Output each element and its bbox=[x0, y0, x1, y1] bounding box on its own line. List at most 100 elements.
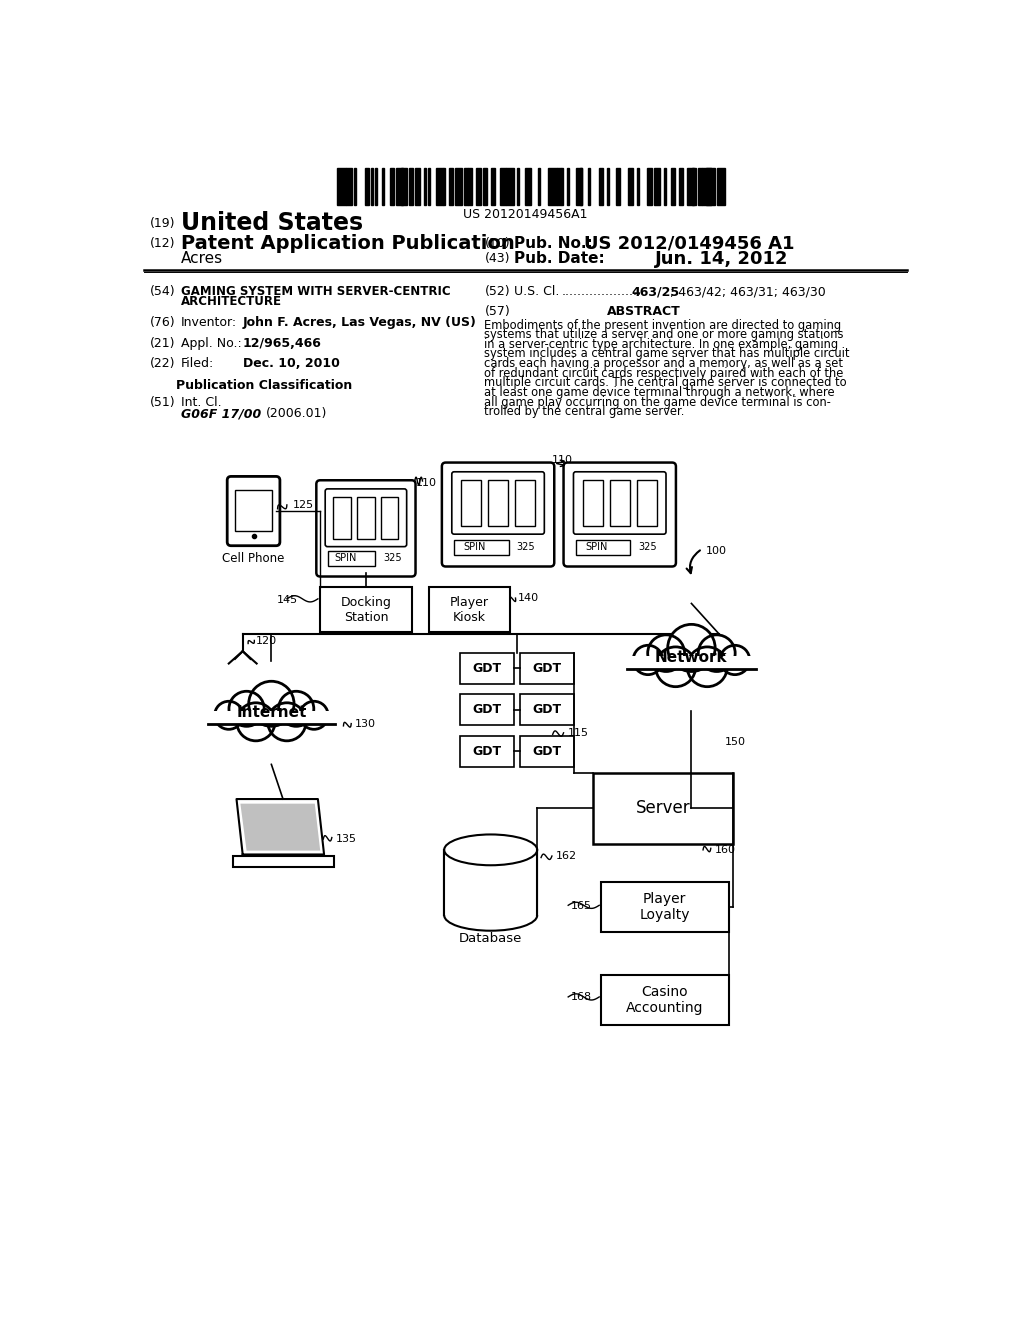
Bar bbox=[460, 737, 514, 767]
Text: 463/25: 463/25 bbox=[632, 285, 680, 298]
Text: Embodiments of the present invention are directed to gaming: Embodiments of the present invention are… bbox=[484, 318, 842, 331]
Text: of redundant circuit cards respectively paired with each of the: of redundant circuit cards respectively … bbox=[484, 367, 844, 380]
Bar bbox=[476, 168, 480, 205]
Text: Internet: Internet bbox=[237, 705, 306, 721]
Bar bbox=[357, 496, 375, 539]
Text: (54): (54) bbox=[150, 285, 175, 298]
Text: Server: Server bbox=[636, 800, 690, 817]
Text: 150: 150 bbox=[725, 738, 745, 747]
Text: (22): (22) bbox=[150, 358, 175, 370]
Bar bbox=[206, 711, 337, 726]
Bar bbox=[375, 168, 377, 205]
Text: (12): (12) bbox=[150, 236, 175, 249]
Text: GDT: GDT bbox=[472, 704, 502, 717]
Bar bbox=[520, 694, 574, 725]
FancyBboxPatch shape bbox=[316, 480, 416, 577]
Text: 140: 140 bbox=[518, 593, 539, 603]
Circle shape bbox=[655, 647, 695, 686]
Circle shape bbox=[215, 701, 243, 730]
Bar bbox=[520, 653, 574, 684]
Text: Casino
Accounting: Casino Accounting bbox=[626, 985, 703, 1015]
Bar bbox=[589, 168, 591, 205]
Bar bbox=[456, 168, 462, 205]
Text: GDT: GDT bbox=[532, 704, 562, 717]
Bar bbox=[492, 168, 496, 205]
Circle shape bbox=[668, 624, 715, 672]
Text: 160: 160 bbox=[715, 845, 735, 855]
Text: 145: 145 bbox=[276, 595, 298, 605]
Text: ARCHITECTURE: ARCHITECTURE bbox=[180, 296, 282, 309]
Bar bbox=[436, 168, 442, 205]
Bar bbox=[687, 168, 696, 205]
Bar bbox=[428, 168, 430, 205]
Bar bbox=[515, 480, 536, 527]
Text: Database: Database bbox=[459, 932, 522, 945]
Bar bbox=[444, 850, 538, 915]
Text: 325: 325 bbox=[516, 543, 535, 552]
Bar bbox=[665, 168, 667, 205]
Bar bbox=[396, 168, 402, 205]
Bar bbox=[599, 168, 603, 205]
Bar bbox=[607, 168, 609, 205]
Circle shape bbox=[300, 701, 328, 730]
Text: 130: 130 bbox=[355, 719, 376, 729]
Bar bbox=[580, 168, 582, 205]
Bar bbox=[429, 587, 510, 632]
Ellipse shape bbox=[444, 834, 538, 866]
Bar bbox=[416, 168, 420, 205]
Bar bbox=[382, 168, 384, 205]
Text: Cell Phone: Cell Phone bbox=[222, 552, 285, 565]
Text: SPIN: SPIN bbox=[464, 543, 486, 552]
Bar bbox=[520, 737, 574, 767]
Text: GDT: GDT bbox=[532, 661, 562, 675]
Bar bbox=[625, 656, 759, 671]
Circle shape bbox=[687, 647, 727, 686]
FancyBboxPatch shape bbox=[442, 462, 554, 566]
Text: Appl. No.:: Appl. No.: bbox=[180, 337, 242, 350]
Circle shape bbox=[720, 645, 750, 675]
Text: 110: 110 bbox=[416, 478, 436, 488]
Text: 162: 162 bbox=[556, 851, 577, 862]
Bar bbox=[454, 540, 509, 554]
Text: (10): (10) bbox=[484, 236, 510, 249]
Bar bbox=[653, 168, 660, 205]
FancyBboxPatch shape bbox=[563, 462, 676, 566]
Text: (21): (21) bbox=[150, 337, 175, 350]
Text: G06F 17/00: G06F 17/00 bbox=[180, 407, 261, 420]
Text: SPIN: SPIN bbox=[586, 543, 607, 552]
Text: 325: 325 bbox=[638, 543, 656, 552]
Text: 120: 120 bbox=[256, 636, 278, 645]
Text: Inventor:: Inventor: bbox=[180, 317, 237, 329]
Text: 115: 115 bbox=[567, 729, 589, 738]
Bar bbox=[557, 168, 561, 205]
Bar bbox=[500, 168, 506, 205]
Text: 100: 100 bbox=[706, 545, 726, 556]
Text: GDT: GDT bbox=[472, 744, 502, 758]
FancyBboxPatch shape bbox=[452, 471, 545, 535]
Bar bbox=[698, 168, 702, 205]
Circle shape bbox=[229, 692, 264, 726]
Bar bbox=[593, 774, 732, 843]
Bar bbox=[567, 168, 569, 205]
FancyBboxPatch shape bbox=[573, 471, 666, 535]
Polygon shape bbox=[241, 804, 321, 850]
Text: Int. Cl.: Int. Cl. bbox=[180, 396, 221, 409]
Text: United States: United States bbox=[180, 211, 362, 235]
Text: 135: 135 bbox=[336, 834, 356, 845]
Circle shape bbox=[249, 681, 294, 726]
Bar bbox=[625, 656, 759, 671]
Bar bbox=[371, 168, 373, 205]
Text: U.S. Cl.: U.S. Cl. bbox=[514, 285, 559, 298]
FancyBboxPatch shape bbox=[227, 477, 280, 545]
Bar bbox=[538, 168, 540, 205]
Bar bbox=[354, 168, 356, 205]
Bar bbox=[671, 168, 675, 205]
Bar bbox=[233, 857, 334, 867]
Text: ....................: .................... bbox=[562, 285, 642, 298]
Bar bbox=[548, 168, 557, 205]
Bar bbox=[381, 496, 398, 539]
Bar bbox=[711, 168, 715, 205]
Text: (2006.01): (2006.01) bbox=[266, 407, 328, 420]
Text: in a server-centric type architecture. In one example, gaming: in a server-centric type architecture. I… bbox=[484, 338, 839, 351]
Bar bbox=[679, 168, 683, 205]
